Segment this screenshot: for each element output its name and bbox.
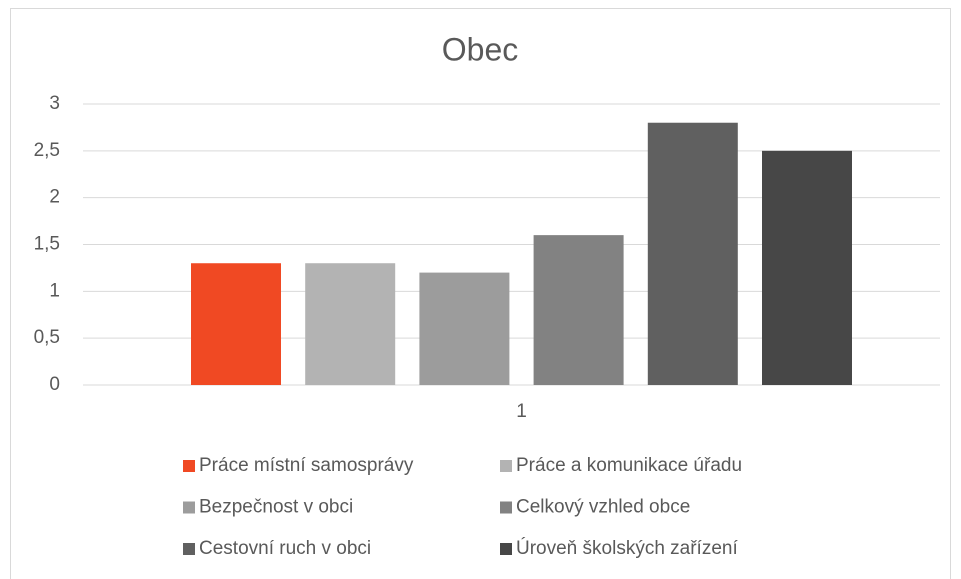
legend-swatch [183, 460, 195, 472]
legend-swatch [183, 543, 195, 555]
y-tick-label: 2 [49, 187, 60, 208]
legend-label: Práce a komunikace úřadu [516, 455, 742, 476]
legend-label: Bezpečnost v obci [199, 497, 353, 518]
bar [533, 235, 624, 385]
bar [419, 272, 510, 385]
chart-title: Obec [442, 31, 518, 67]
y-tick-label: 1,5 [34, 234, 60, 255]
legend-label: Celkový vzhled obce [516, 497, 690, 518]
legend-label: Práce místní samosprávy [199, 455, 414, 476]
bar [647, 122, 738, 385]
bar [762, 150, 852, 385]
legend-label: Úroveň školských zařízení [516, 537, 738, 559]
y-tick-label: 2,5 [34, 140, 60, 161]
legend-label: Cestovní ruch v obci [199, 538, 371, 559]
legend-swatch [183, 501, 195, 514]
bar [305, 263, 396, 385]
legend-swatch [500, 501, 512, 514]
bar [191, 263, 281, 385]
y-tick-label: 0 [49, 374, 60, 395]
x-tick-label: 1 [516, 401, 527, 422]
y-tick-label: 3 [49, 93, 60, 114]
legend-swatch [500, 460, 512, 472]
y-tick-label: 1 [49, 280, 60, 301]
y-tick-label: 0,5 [34, 327, 60, 348]
legend-swatch [500, 543, 512, 555]
